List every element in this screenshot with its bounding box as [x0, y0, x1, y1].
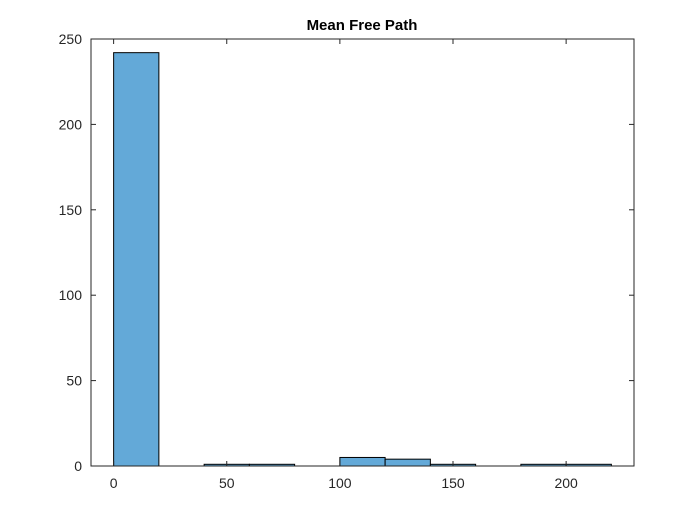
x-tick-label: 0 — [110, 475, 118, 491]
x-tick-label: 100 — [328, 475, 352, 491]
y-tick-label: 100 — [59, 287, 83, 303]
y-axis: 0 50 100 150 200 250 — [59, 31, 634, 474]
y-tick-label: 0 — [74, 458, 82, 474]
x-axis: 0 50 100 150 200 — [110, 39, 578, 491]
histogram-bar — [113, 52, 160, 467]
bars-group — [113, 52, 612, 467]
x-tick-label: 200 — [554, 475, 578, 491]
y-tick-label: 150 — [59, 202, 83, 218]
plot-area-frame — [90, 38, 635, 467]
y-tick-label: 250 — [59, 31, 83, 47]
histogram-bar — [384, 458, 431, 467]
x-tick-label: 150 — [441, 475, 465, 491]
y-tick-label: 50 — [66, 373, 82, 389]
x-tick-label: 50 — [219, 475, 235, 491]
chart-title: Mean Free Path — [307, 17, 418, 34]
y-tick-label: 200 — [59, 116, 83, 132]
histogram-bar — [339, 456, 386, 467]
